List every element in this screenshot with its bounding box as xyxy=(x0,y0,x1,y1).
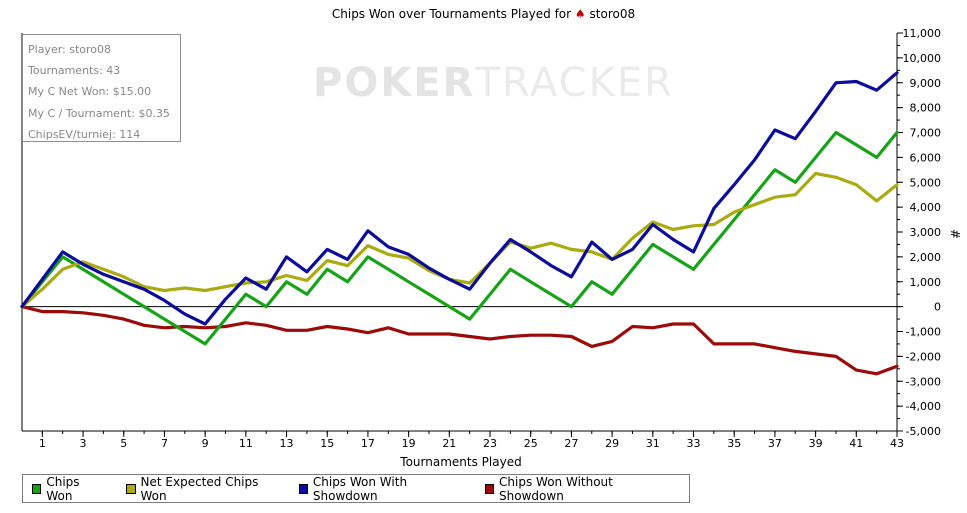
legend-label-without-showdown: Chips Won Without Showdown xyxy=(499,474,613,503)
y-tick-label: -4,000 xyxy=(906,400,941,413)
x-tick-label: 15 xyxy=(320,437,334,450)
y-tick-label: -3,000 xyxy=(906,375,941,388)
x-tick-label: 29 xyxy=(605,437,619,450)
y-tick-label: 5,000 xyxy=(910,176,942,189)
watermark-part1: POKER xyxy=(313,60,476,106)
x-tick-label: 37 xyxy=(768,437,782,450)
x-tick-label: 23 xyxy=(483,437,497,450)
y-tick-label: 9,000 xyxy=(910,77,942,90)
x-tick-label: 35 xyxy=(727,437,741,450)
y-tick-label: 4,000 xyxy=(910,201,942,214)
stats-net-won: My C Net Won: $15.00 xyxy=(28,85,152,99)
x-tick-label: 3 xyxy=(80,437,87,450)
y-tick-label: -2,000 xyxy=(906,350,941,363)
x-tick-label: 9 xyxy=(202,437,209,450)
stats-player: Player: storo08 xyxy=(28,43,112,56)
y-tick-label: 10,000 xyxy=(903,52,942,65)
legend-label-with-showdown: Chips Won With Showdown xyxy=(312,474,408,503)
y-axis-label: # xyxy=(948,228,963,240)
legend-item-net-expected[interactable]: Net Expected Chips Won xyxy=(126,475,276,503)
x-tick-label: 5 xyxy=(120,437,127,450)
stats-chips-ev: ChipsEV/turniej: 114 xyxy=(28,127,141,141)
y-tick-label: 11,000 xyxy=(903,27,942,40)
y-tick-label: 3,000 xyxy=(910,226,942,239)
x-tick-label: 1 xyxy=(39,437,46,450)
x-tick-label: 27 xyxy=(564,437,578,450)
watermark-logo: POKERTRACKER xyxy=(313,60,674,106)
legend-swatch-net-expected xyxy=(126,483,136,494)
x-tick-label: 41 xyxy=(849,437,863,450)
y-tick-label: 8,000 xyxy=(910,102,942,115)
x-tick-label: 11 xyxy=(239,437,253,450)
y-tick-label: 2,000 xyxy=(910,251,942,264)
spade-icon: ♠ xyxy=(574,7,586,21)
x-tick-label: 39 xyxy=(809,437,823,450)
legend-item-chips-won[interactable]: Chips Won xyxy=(32,475,104,503)
legend-label-net-expected: Net Expected Chips Won xyxy=(140,474,259,503)
series-line-chips-won-without-showdown xyxy=(20,305,899,376)
x-tick-label: 21 xyxy=(442,437,456,450)
x-tick-label: 43 xyxy=(890,437,904,450)
series-layer xyxy=(20,71,899,376)
y-tick-label: 1,000 xyxy=(910,276,942,289)
legend-swatch-with-showdown xyxy=(298,483,308,494)
x-tick-label: 31 xyxy=(646,437,660,450)
chart-title-text: Chips Won over Tournaments Played for xyxy=(331,7,572,21)
stats-tournaments: Tournaments: 43 xyxy=(28,64,121,78)
legend-item-without-showdown[interactable]: Chips Won Without Showdown xyxy=(484,474,667,503)
x-tick-label: 13 xyxy=(280,437,294,450)
chart-title: Chips Won over Tournaments Played for ♠ … xyxy=(0,7,967,21)
x-axis-label: Tournaments Played xyxy=(400,455,522,469)
series-line-chips-won-with-showdown xyxy=(20,71,899,326)
y-tick-label: -1,000 xyxy=(906,326,941,339)
x-tick-label: 7 xyxy=(161,437,168,450)
x-tick-label: 33 xyxy=(687,437,701,450)
y-tick-label: 6,000 xyxy=(910,151,942,164)
legend: Chips Won Net Expected Chips Won Chips W… xyxy=(22,474,690,503)
series-line-net-expected-chips-won xyxy=(20,171,899,309)
x-tick-label: 19 xyxy=(402,437,416,450)
y-tick-label: 7,000 xyxy=(910,127,942,140)
x-tick-label: 25 xyxy=(524,437,538,450)
y-tick-label: -5,000 xyxy=(906,425,941,438)
legend-swatch-chips-won xyxy=(32,483,42,494)
stats-box: Player: storo08 Tournaments: 43 My C Net… xyxy=(22,34,181,142)
legend-swatch-without-showdown xyxy=(484,483,495,494)
watermark-part2: TRACKER xyxy=(475,60,674,106)
y-tick-label: 0 xyxy=(934,301,941,314)
chart-title-player: storo08 xyxy=(589,7,636,21)
stats-per-tournament: My C / Tournament: $0.35 xyxy=(28,106,170,120)
legend-label-chips-won: Chips Won xyxy=(46,474,80,503)
legend-item-with-showdown[interactable]: Chips Won With Showdown xyxy=(298,474,463,503)
axes-layer: 1 3 5 7 9 11 13 15 17 19 21 23 25 27 29 31 33 35 37 39 41 43-… xyxy=(21,27,942,450)
x-tick-label: 17 xyxy=(361,437,375,450)
series-line-chips-won xyxy=(20,130,899,346)
